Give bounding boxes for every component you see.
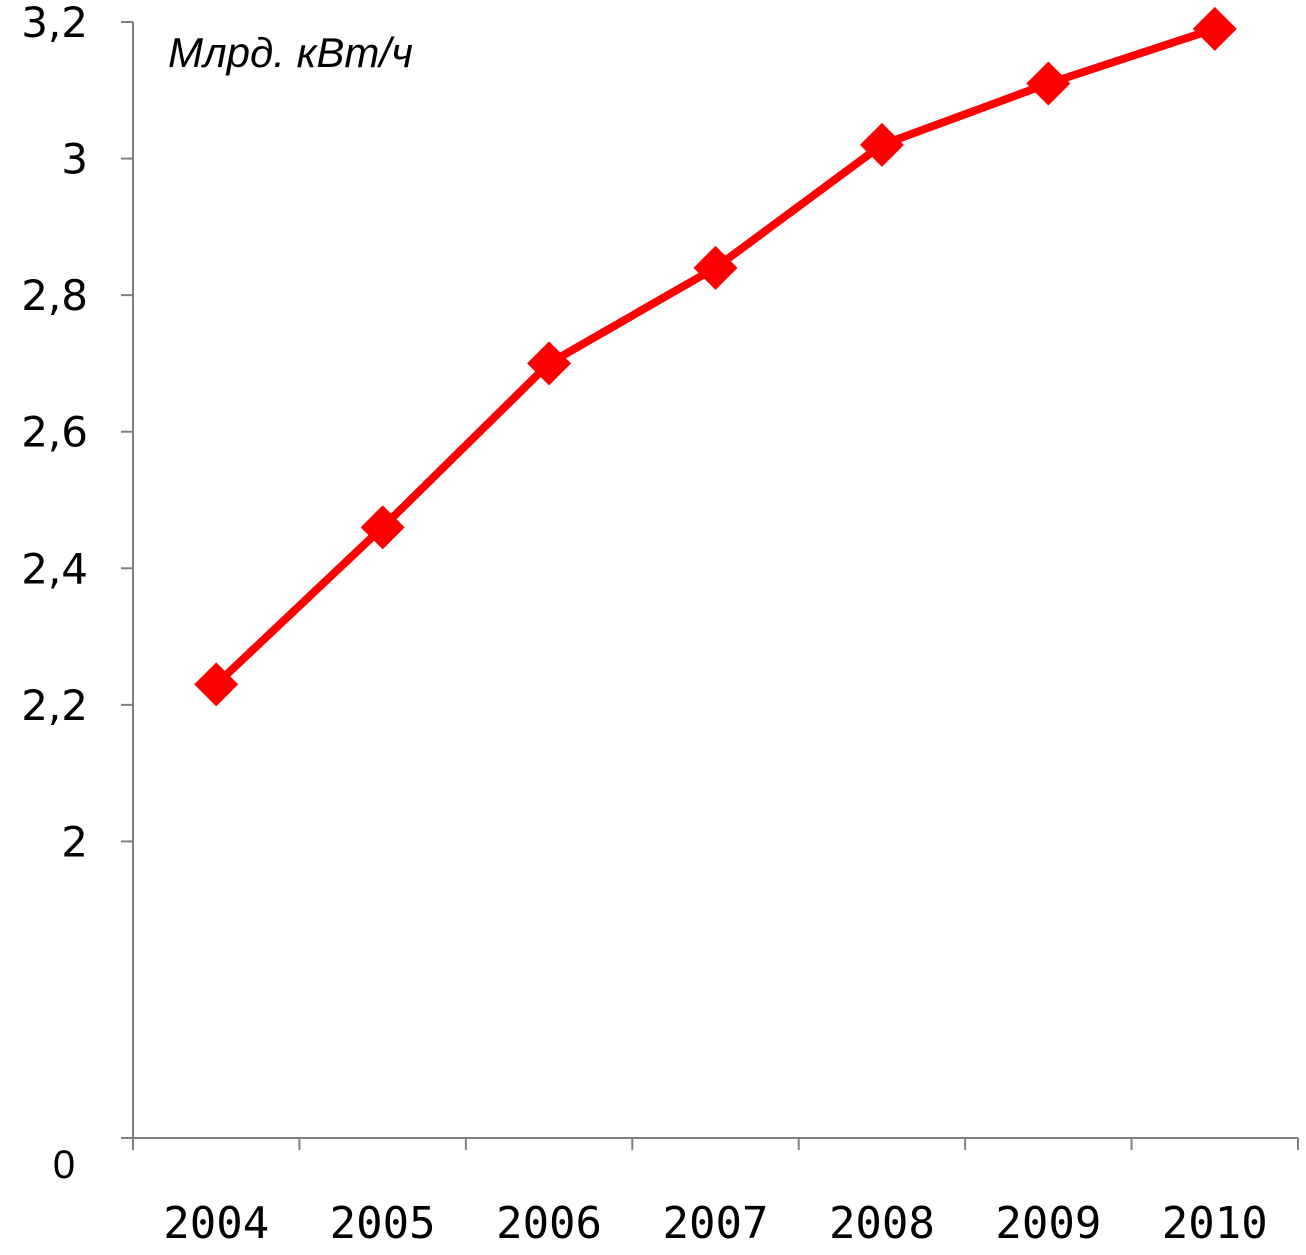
x-tick-group: 2004 2005 2006 2007 2008 2009 2010 (132, 1138, 1299, 1249)
y-tick-label: 2 (61, 817, 88, 866)
y-tick-label: 3 (61, 135, 88, 184)
y-tick-label: 2,8 (21, 271, 88, 320)
x-tick-label: 2009 (995, 1198, 1101, 1249)
series-line (212, 24, 1219, 689)
x-tick-label: 2006 (496, 1198, 602, 1249)
series-markers (194, 6, 1237, 707)
x-tick-label: 2004 (163, 1198, 269, 1249)
data-point-marker (194, 662, 239, 707)
unit-label: Млрд. кВт/ч (168, 29, 413, 76)
x-tick-label: 2010 (1162, 1198, 1268, 1249)
x-tick-label: 2005 (330, 1198, 436, 1249)
data-point-marker (1192, 6, 1237, 51)
x-tick-label: 2008 (829, 1198, 935, 1249)
x-tick-label: 2007 (663, 1198, 769, 1249)
data-point-marker (527, 341, 572, 386)
y-tick-label: 3,2 (21, 0, 88, 47)
data-point-marker (360, 505, 405, 550)
y-tick-group: 2 2,2 2,4 2,6 2,8 3 3,2 (21, 0, 133, 866)
data-point-marker (1026, 61, 1071, 106)
y-axis: 2 2,2 2,4 2,6 2,8 3 3,2 (21, 0, 134, 1138)
y-tick-label: 2,4 (21, 544, 88, 593)
x-axis: 2004 2005 2006 2007 2008 2009 2010 (121, 1137, 1299, 1249)
data-point-marker (693, 245, 738, 290)
series-group (194, 6, 1237, 707)
data-point-marker (859, 122, 904, 167)
y-tick-label: 2,6 (21, 408, 88, 457)
y-axis-zero-label: 0 (53, 1143, 75, 1187)
y-tick-label: 2,2 (21, 681, 88, 730)
